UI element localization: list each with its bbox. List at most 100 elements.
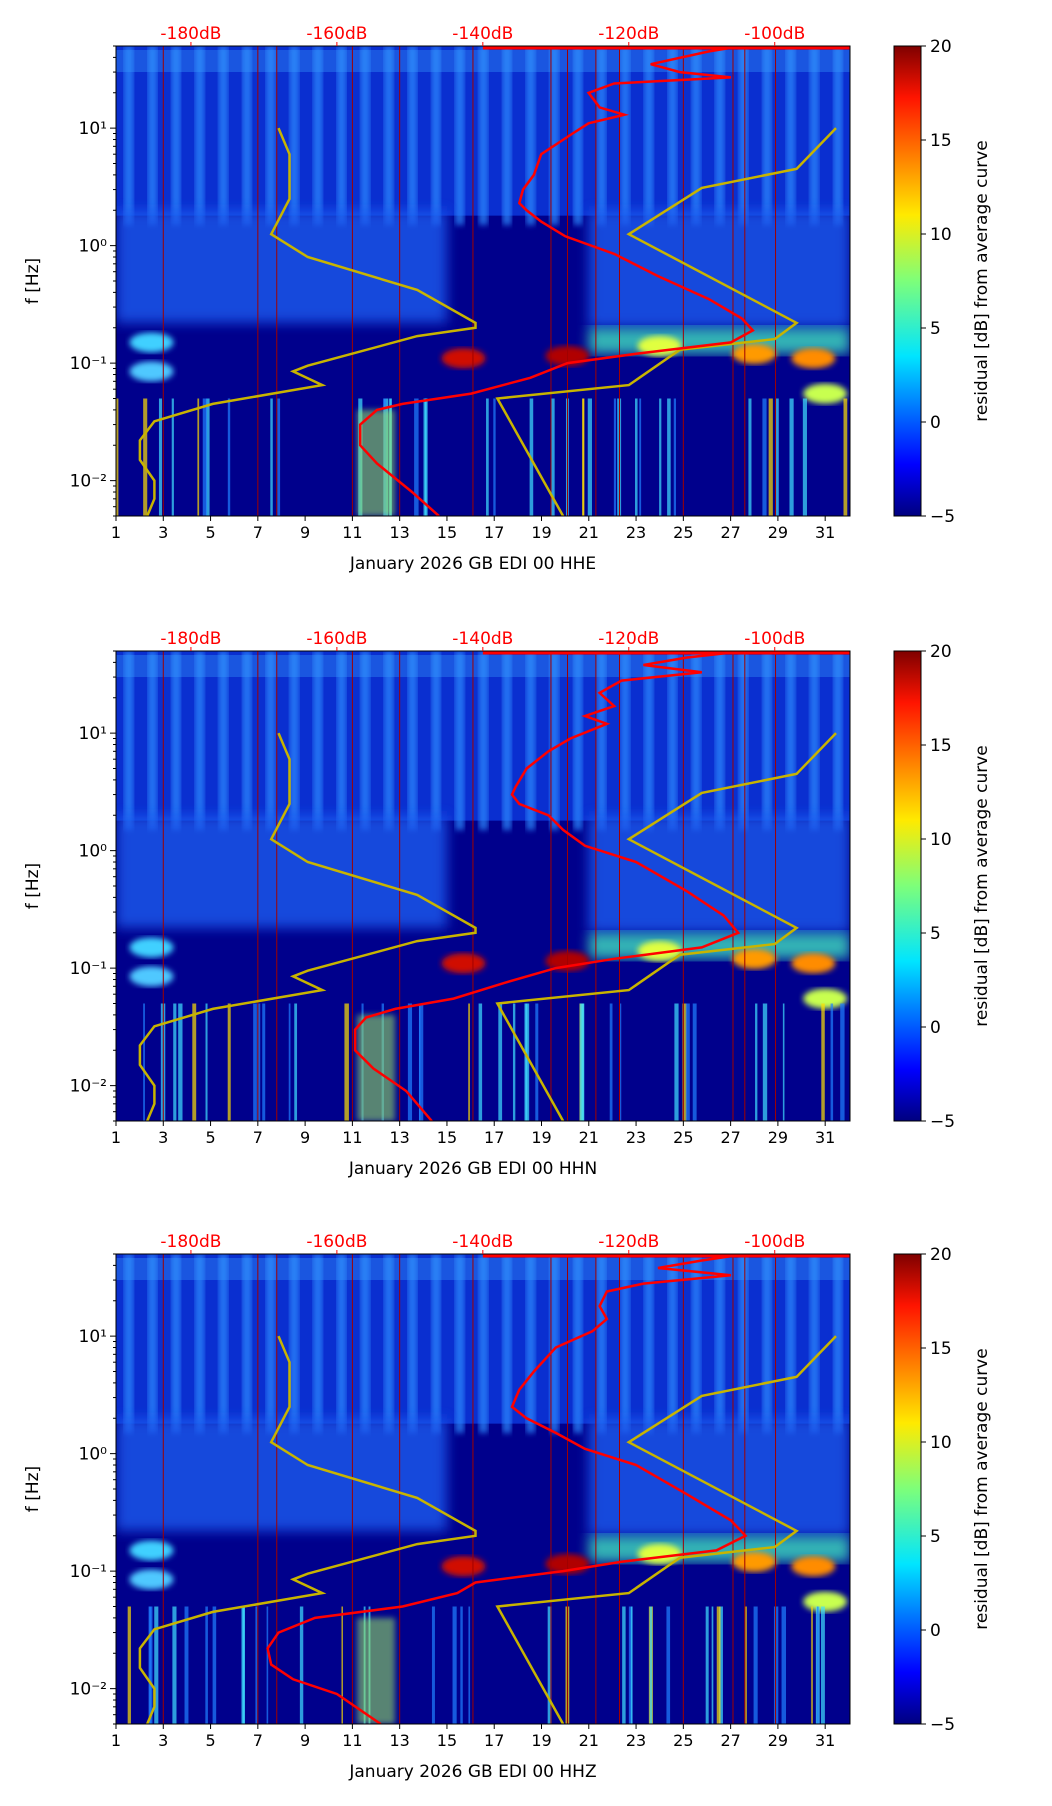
daily-stripe — [620, 46, 630, 225]
spectrogram — [116, 651, 850, 1121]
low-frequency-streak — [716, 1606, 721, 1724]
db-tick-label: -160dB — [306, 1232, 367, 1252]
daily-stripe — [431, 1254, 441, 1433]
colorbar — [893, 45, 922, 517]
daily-stripe — [526, 651, 536, 830]
y-axis-label: f [Hz] — [23, 258, 43, 304]
low-frequency-streak — [294, 1003, 298, 1121]
daily-stripe — [124, 1254, 134, 1433]
x-tick-label: 29 — [768, 523, 788, 542]
x-tick-label: 15 — [437, 1731, 457, 1750]
colorbar-label: residual [dB] from average curve — [972, 1348, 992, 1629]
y-tick-label: 10¹ — [79, 1327, 107, 1347]
low-frequency-streak — [775, 398, 779, 516]
low-frequency-streak — [581, 1003, 585, 1121]
daily-stripe — [502, 1254, 512, 1433]
colorbar — [893, 650, 922, 1122]
x-tick-label: 11 — [342, 1731, 362, 1750]
daily-stripe — [289, 46, 299, 225]
x-tick-label: 23 — [626, 523, 646, 542]
x-tick-label: 5 — [205, 1731, 215, 1750]
x-tick-label: 31 — [815, 1128, 835, 1147]
colorbar-tick-label: 15 — [930, 736, 952, 756]
colorbar-tick-label: 5 — [930, 319, 941, 339]
low-frequency-streak — [184, 1606, 189, 1724]
daily-stripe — [833, 651, 843, 830]
low-frequency-streak — [288, 1003, 291, 1121]
daily-stripe — [549, 1254, 559, 1433]
low-frequency-streak — [212, 1606, 217, 1724]
x-tick-label: 23 — [626, 1731, 646, 1750]
x-tick-label: 9 — [300, 1731, 310, 1750]
low-frequency-streak — [452, 1606, 457, 1724]
y-tick-label: 10⁻² — [70, 1077, 107, 1097]
low-frequency-streak — [158, 398, 162, 516]
x-tick-label: 13 — [389, 1731, 409, 1750]
low-frequency-streak — [242, 1606, 245, 1724]
low-frequency-streak — [266, 1606, 269, 1724]
daily-stripe — [549, 651, 559, 830]
low-frequency-streak — [262, 1003, 266, 1121]
low-frequency-streak — [781, 1606, 787, 1724]
low-frequency-streak — [341, 1606, 343, 1724]
x-tick-label: 21 — [579, 1128, 599, 1147]
mid-band-right — [588, 815, 850, 933]
colorbar-tick-label: 5 — [930, 924, 941, 944]
y-tick-label: 10⁻¹ — [70, 1562, 107, 1582]
db-tick-label: -140dB — [452, 24, 513, 44]
daily-stripe — [407, 651, 417, 830]
top-noise-band — [116, 655, 850, 677]
daily-stripe — [195, 46, 205, 225]
x-tick-label: 31 — [815, 523, 835, 542]
energy-blob — [129, 966, 174, 987]
daily-stripe — [715, 1254, 725, 1433]
low-frequency-streak — [628, 1606, 633, 1724]
y-tick-label: 10¹ — [79, 119, 107, 139]
x-tick-label: 25 — [673, 1128, 693, 1147]
db-tick-label: -120dB — [598, 629, 659, 649]
y-tick-label: 10⁻¹ — [70, 959, 107, 979]
daily-stripe — [478, 651, 488, 830]
daily-stripe — [360, 651, 370, 830]
daily-stripe — [786, 651, 796, 830]
high-noise-model-curve — [495, 732, 837, 1121]
daily-stripe — [384, 651, 394, 830]
low-frequency-streak — [143, 1003, 145, 1121]
x-tick-label: 13 — [389, 1128, 409, 1147]
daily-stripe — [171, 46, 181, 225]
energy-blob — [129, 937, 174, 958]
low-frequency-streak — [582, 398, 585, 516]
x-tick-label: 11 — [342, 523, 362, 542]
low-frequency-streak — [256, 1003, 261, 1121]
y-tick-label: 10⁰ — [79, 1445, 108, 1465]
x-tick-label: 1 — [111, 1731, 121, 1750]
x-tick-label: 21 — [579, 1731, 599, 1750]
daily-stripe — [715, 651, 725, 830]
x-tick-label: 29 — [768, 1731, 788, 1750]
db-tick-label: -100dB — [744, 1232, 805, 1252]
x-tick-label: 9 — [300, 523, 310, 542]
y-tick-label: 10⁰ — [79, 237, 108, 257]
low-frequency-streak — [255, 1606, 258, 1724]
low-frequency-streak — [768, 398, 773, 516]
x-tick-label: 21 — [579, 523, 599, 542]
x-tick-label: 1 — [111, 1128, 121, 1147]
db-tick-label: -100dB — [744, 629, 805, 649]
low-frequency-streak — [782, 1003, 785, 1121]
db-tick-label: -120dB — [598, 1232, 659, 1252]
low-frequency-streak — [277, 398, 281, 516]
daily-stripe — [266, 651, 276, 830]
energy-blob — [129, 1569, 174, 1590]
daily-stripe — [715, 46, 725, 225]
x-tick-label: 5 — [205, 523, 215, 542]
x-tick-label: 27 — [720, 523, 740, 542]
low-frequency-streak — [270, 398, 273, 516]
daily-stripe — [337, 1254, 347, 1433]
energy-blob — [803, 988, 848, 1009]
colorbar-tick-label: 20 — [930, 37, 952, 57]
low-frequency-streak — [753, 1606, 758, 1724]
daily-stripe — [455, 1254, 465, 1433]
x-tick-label: 27 — [720, 1731, 740, 1750]
low-frequency-streak — [486, 398, 489, 516]
